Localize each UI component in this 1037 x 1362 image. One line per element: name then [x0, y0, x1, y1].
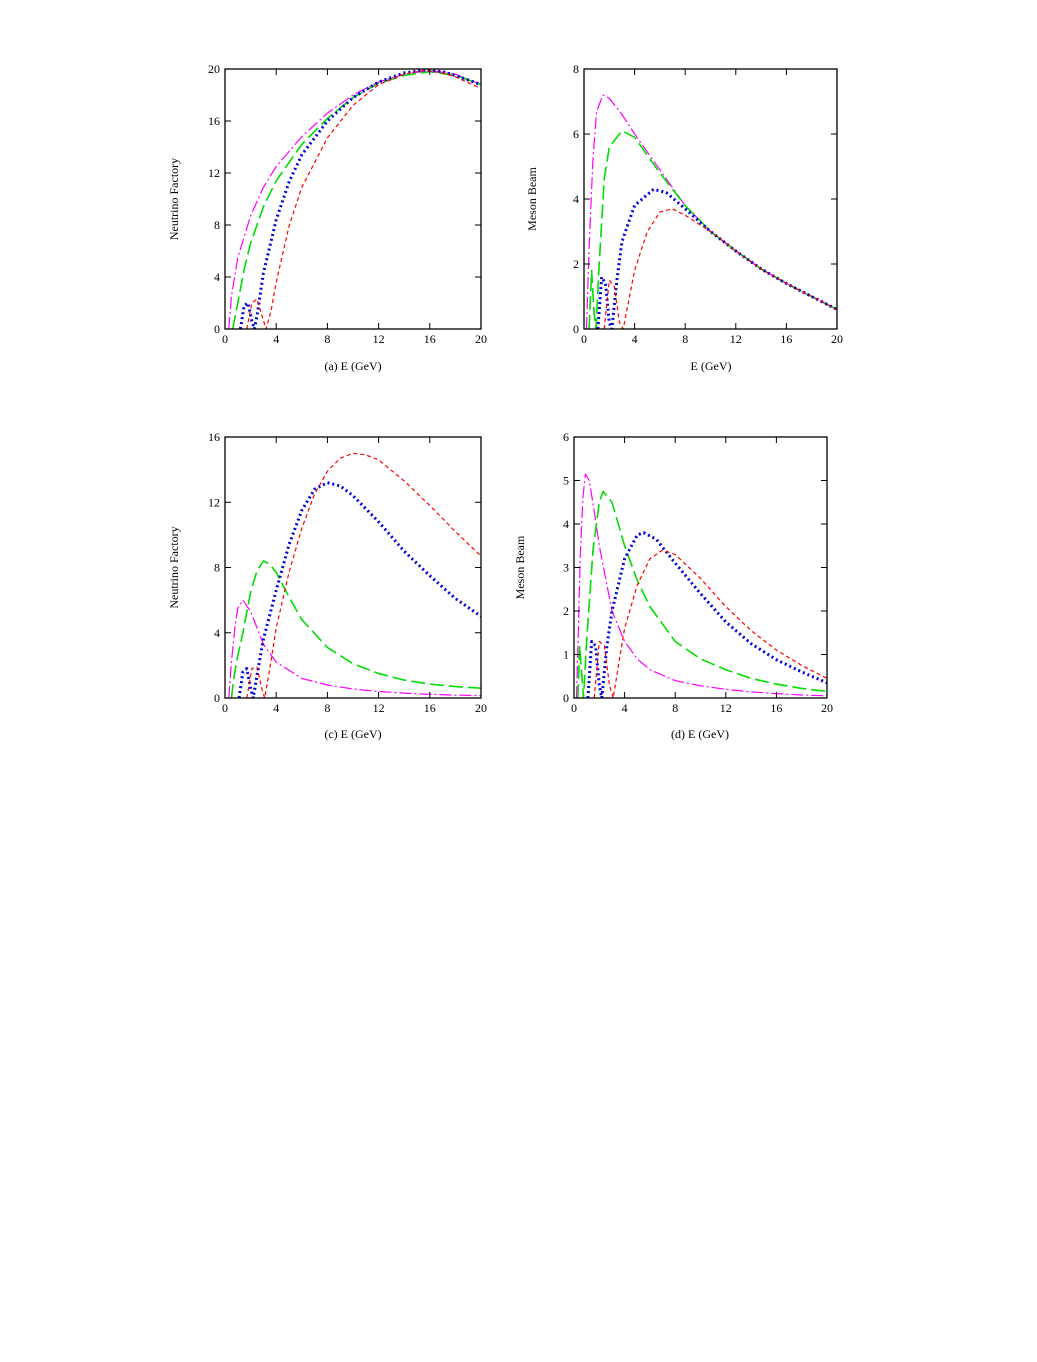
- y-tick-label: 12: [208, 166, 220, 180]
- series-line-4: [246, 452, 481, 698]
- y-tick-label: 1: [563, 648, 569, 662]
- y-tick-label: 5: [563, 474, 569, 488]
- x-tick-label: 8: [682, 332, 688, 346]
- x-tick-label: 20: [831, 332, 843, 346]
- y-tick-label: 6: [573, 127, 579, 141]
- x-axis-caption: (c) E (GeV): [324, 727, 381, 741]
- series-line-1: [228, 69, 481, 329]
- chart-panel-b: 0 4 8 12 16 20 0 2 4 6 8 Meson Beam E (GeV): [525, 62, 843, 373]
- y-tick-label: 2: [573, 257, 579, 271]
- y-axis-label: Neutrino Factory: [167, 158, 181, 240]
- x-tick-label: 16: [424, 332, 436, 346]
- x-tick-label: 16: [770, 701, 782, 715]
- y-axis-label: Meson Beam: [525, 167, 539, 231]
- y-tick-label: 16: [208, 430, 220, 444]
- x-axis-label: E (GeV): [688, 727, 729, 741]
- x-tick-label: 0: [222, 701, 228, 715]
- plot-frame: [224, 436, 482, 699]
- y-tick-label: 3: [563, 561, 569, 575]
- x-tick-label: 0: [571, 701, 577, 715]
- y-tick-label: 0: [214, 322, 220, 336]
- series-line-4: [246, 69, 481, 329]
- y-tick-label: 0: [214, 691, 220, 705]
- x-tick-label: 8: [324, 701, 330, 715]
- y-tick-label: 6: [563, 430, 569, 444]
- y-tick-label: 12: [208, 495, 220, 509]
- y-tick-label: 8: [573, 62, 579, 76]
- panel-tag: (c): [324, 727, 340, 741]
- x-tick-label: 20: [475, 332, 487, 346]
- x-tick-label: 12: [373, 332, 385, 346]
- series-line-3: [237, 481, 481, 698]
- x-tick-label: 12: [720, 701, 732, 715]
- x-axis-label: E (GeV): [341, 727, 382, 741]
- series-line-2: [231, 70, 481, 329]
- series-line-4: [603, 208, 837, 329]
- x-tick-label: 4: [273, 332, 279, 346]
- y-tick-label: 8: [214, 218, 220, 232]
- x-tick-label: 20: [475, 701, 487, 715]
- x-tick-label: 0: [581, 332, 587, 346]
- x-axis-caption: (a) E (GeV): [324, 359, 381, 373]
- x-tick-label: 20: [821, 701, 833, 715]
- y-axis-label: Meson Beam: [513, 535, 527, 599]
- y-axis-label: Neutrino Factory: [167, 526, 181, 608]
- series-line-2: [230, 560, 481, 698]
- y-tick-label: 20: [208, 62, 220, 76]
- chart-panel-c: 0 4 8 12 16 20 0 4 8 12 16 Neutrino Factory (c) E (G…: [167, 430, 487, 741]
- y-tick-label: 8: [214, 561, 220, 575]
- y-tick-label: 4: [214, 626, 220, 640]
- x-tick-label: 0: [222, 332, 228, 346]
- y-tick-label: 2: [563, 604, 569, 618]
- series-line-1: [585, 94, 837, 329]
- plot-frame: [573, 436, 828, 699]
- series-line-2: [577, 490, 827, 698]
- x-tick-label: 12: [730, 332, 742, 346]
- series-line-2: [588, 130, 837, 329]
- x-axis-label: E (GeV): [691, 359, 732, 373]
- chart-panel-a: 0 4 8 12 16 20 0 4 8 12 16 20 Neutrino Factory (a) E …: [167, 62, 487, 373]
- x-axis-label: E (GeV): [341, 359, 382, 373]
- plot-frame: [224, 68, 482, 330]
- series-line-3: [596, 187, 837, 329]
- series-line-1: [228, 599, 481, 698]
- y-tick-label: 4: [214, 270, 220, 284]
- x-tick-label: 4: [622, 701, 628, 715]
- y-tick-label: 16: [208, 114, 220, 128]
- x-tick-label: 16: [424, 701, 436, 715]
- series-line-3: [586, 531, 827, 698]
- panel-tag: (d): [671, 727, 688, 741]
- x-tick-label: 4: [632, 332, 638, 346]
- x-axis-caption: E (GeV): [691, 359, 732, 373]
- y-tick-label: 4: [563, 517, 569, 531]
- y-tick-label: 0: [573, 322, 579, 336]
- series-line-3: [238, 68, 481, 329]
- series-line-4: [593, 549, 827, 698]
- x-tick-label: 12: [373, 701, 385, 715]
- y-tick-label: 0: [563, 691, 569, 705]
- series-line-1: [575, 473, 827, 698]
- x-tick-label: 8: [672, 701, 678, 715]
- panel-tag: (a): [324, 359, 340, 373]
- x-tick-label: 8: [324, 332, 330, 346]
- y-tick-label: 4: [573, 192, 579, 206]
- x-tick-label: 4: [273, 701, 279, 715]
- x-tick-label: 16: [780, 332, 792, 346]
- x-axis-caption: (d) E (GeV): [671, 727, 729, 741]
